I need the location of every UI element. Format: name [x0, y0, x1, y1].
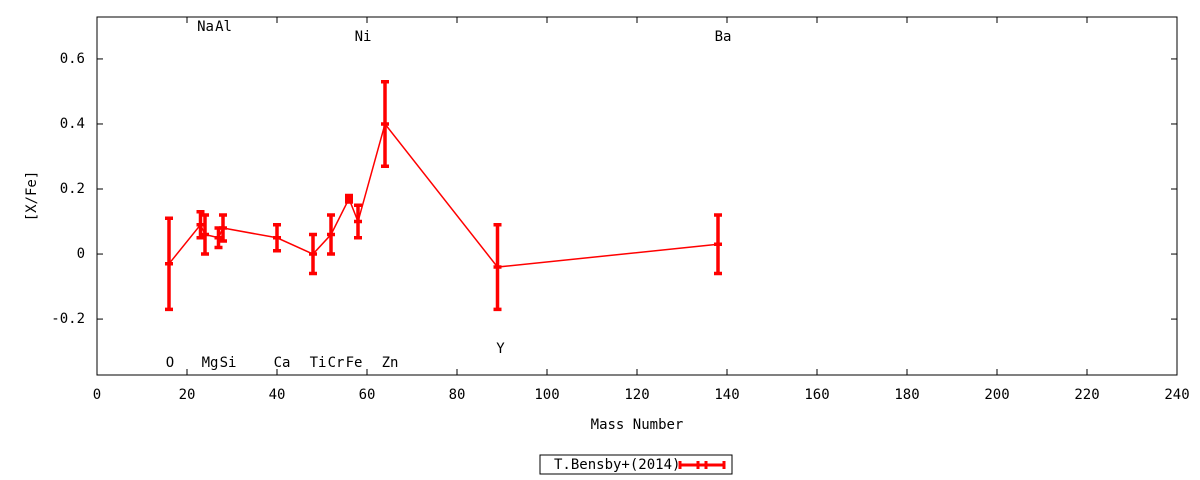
element-label: Si: [220, 355, 237, 371]
error-bar: [201, 213, 209, 256]
element-label: Fe: [346, 355, 363, 371]
x-tick-label: 40: [269, 387, 286, 403]
x-tick-label: 100: [534, 387, 559, 403]
error-bar: [309, 232, 317, 276]
error-bar: [354, 203, 362, 240]
error-bar: [196, 210, 205, 240]
error-bar: [327, 213, 335, 256]
legend-box: [539, 454, 733, 475]
element-label: Mg: [202, 355, 219, 371]
x-tick-label: 140: [714, 387, 739, 403]
x-tick-label: 180: [894, 387, 919, 403]
error-bar: [381, 79, 389, 168]
x-tick-label: 220: [1074, 387, 1099, 403]
element-label: Ba: [715, 29, 732, 45]
error-bar: [493, 223, 502, 312]
error-bar: [165, 216, 173, 312]
x-tick-label: 80: [449, 387, 466, 403]
x-tick-label: 20: [179, 387, 196, 403]
element-label: Zn: [382, 355, 399, 371]
series-line: [168, 122, 719, 268]
element-label: Na: [197, 19, 214, 35]
element-label: Cr: [328, 355, 345, 371]
y-tick-label: -0.2: [51, 311, 85, 327]
y-tick-label: 0: [77, 246, 85, 262]
x-tick-label: 200: [984, 387, 1009, 403]
x-tick-label: 240: [1164, 387, 1189, 403]
legend-label: T.Bensby+(2014): [554, 457, 680, 473]
x-axis-label: Mass Number: [591, 417, 684, 433]
element-label: O: [166, 355, 174, 371]
x-tick-label: 60: [359, 387, 376, 403]
x-tick-label: 160: [804, 387, 829, 403]
plot-frame: [96, 16, 1178, 376]
error-bar: [345, 193, 353, 204]
y-tick-label: 0.6: [60, 51, 85, 67]
y-tick-label: 0.2: [60, 181, 85, 197]
y-tick-label: 0.4: [60, 116, 85, 132]
error-bar: [714, 213, 722, 276]
error-bar: [219, 213, 227, 243]
element-label: Ca: [274, 355, 291, 371]
element-label: Ni: [355, 29, 372, 45]
error-bar: [214, 226, 223, 250]
element-label: Ti: [310, 355, 327, 371]
element-label: Y: [496, 341, 505, 357]
legend-swatch: [678, 461, 726, 469]
element-label: Al: [215, 19, 232, 35]
error-bar: [273, 223, 281, 253]
y-axis-label: [X/Fe]: [24, 171, 40, 222]
x-tick-label: 0: [93, 387, 101, 403]
x-tick-label: 120: [624, 387, 649, 403]
